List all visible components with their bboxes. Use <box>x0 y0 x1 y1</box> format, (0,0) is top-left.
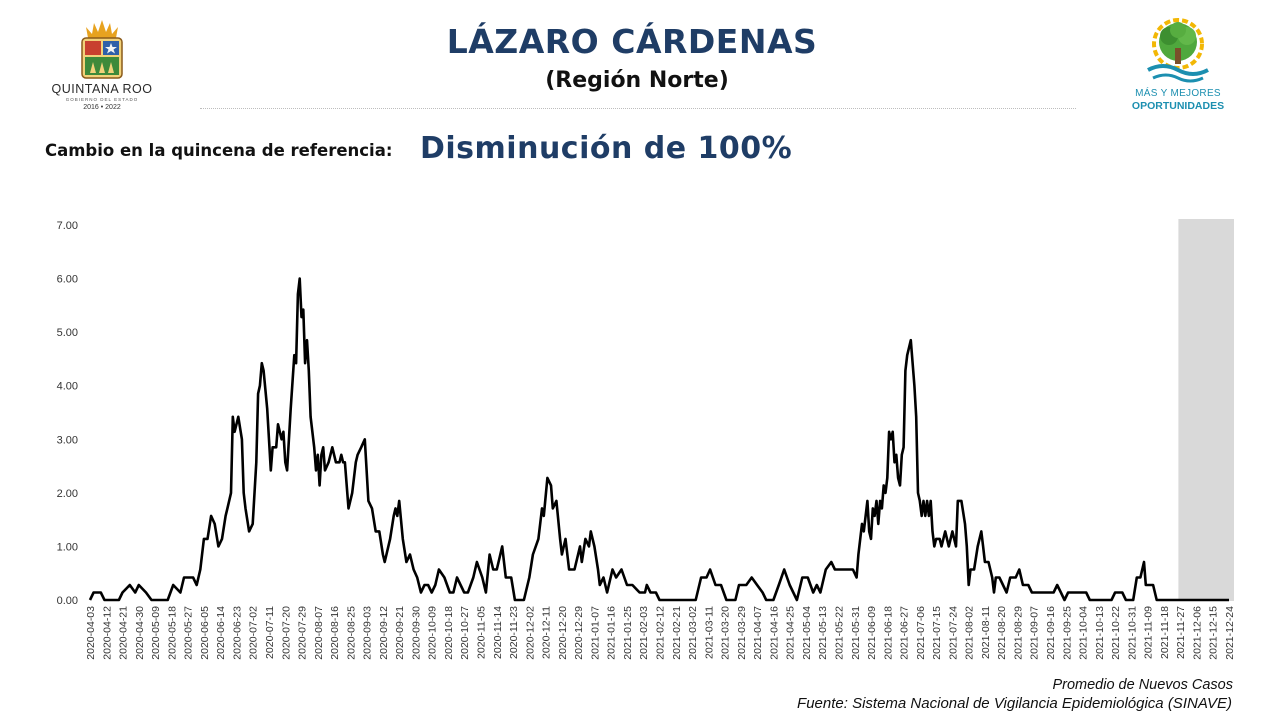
y-tick-label: 7.00 <box>57 220 78 232</box>
x-tick-label: 2020-11-14 <box>492 606 504 659</box>
source-note: Fuente: Sistema Nacional de Vigilancia E… <box>797 695 1232 712</box>
x-tick-label: 2020-12-20 <box>557 606 569 660</box>
x-tick-label: 2020-04-21 <box>118 606 130 660</box>
x-tick-label: 2020-12-11 <box>541 606 553 659</box>
x-tick-label: 2020-06-05 <box>199 606 211 660</box>
x-tick-label: 2021-03-29 <box>736 606 748 660</box>
page-subtitle: (Región Norte) <box>545 68 729 93</box>
change-value: Disminución de 100% <box>420 131 793 166</box>
x-tick-label: 2021-07-24 <box>947 606 959 660</box>
x-tick-label: 2021-11-09 <box>1143 606 1155 659</box>
x-tick-label: 2020-07-11 <box>264 606 276 659</box>
x-tick-label: 2020-05-09 <box>150 606 162 660</box>
tree-logo-icon <box>1147 18 1209 83</box>
x-tick-label: 2021-01-07 <box>589 606 601 660</box>
x-tick-label: 2020-05-27 <box>183 606 195 660</box>
x-tick-label: 2021-06-18 <box>882 606 894 660</box>
x-tick-label: 2021-12-24 <box>1224 606 1236 660</box>
y-tick-label: 6.00 <box>57 274 78 286</box>
x-tick-label: 2020-04-30 <box>134 606 146 660</box>
x-tick-label: 2021-08-02 <box>964 606 976 660</box>
x-tick-label: 2021-05-22 <box>833 606 845 660</box>
y-tick-label: 3.00 <box>57 434 78 446</box>
x-tick-label: 2020-10-18 <box>443 606 455 660</box>
x-tick-label: 2021-03-20 <box>720 606 732 660</box>
y-tick-label: 1.00 <box>57 541 78 553</box>
campaign-logo: MÁS Y MEJORES OPORTUNIDADES <box>1118 18 1238 118</box>
campaign-line-1: MÁS Y MEJORES <box>1135 88 1221 99</box>
x-tick-label: 2021-12-15 <box>1208 606 1220 660</box>
x-tick-label: 2020-09-21 <box>394 606 406 660</box>
x-tick-label: 2020-09-03 <box>362 606 374 660</box>
x-tick-label: 2021-08-29 <box>1012 606 1024 660</box>
x-tick-label: 2021-04-25 <box>785 606 797 660</box>
x-tick-label: 2020-10-27 <box>459 606 471 660</box>
page-title: LÁZARO CÁRDENAS <box>446 22 818 61</box>
x-tick-label: 2020-04-03 <box>85 606 97 660</box>
x-tick-label: 2021-10-13 <box>1094 606 1106 660</box>
x-tick-label: 2021-01-16 <box>606 606 618 660</box>
x-tick-label: 2021-03-02 <box>687 606 699 660</box>
x-tick-label: 2020-10-09 <box>427 606 439 660</box>
header-divider <box>200 108 1076 109</box>
x-tick-label: 2020-07-02 <box>248 606 260 660</box>
cases-line-chart: 0.00 1.00 2.00 3.00 4.00 5.00 6.00 7.00 2020-04… <box>57 219 1236 660</box>
x-tick-label: 2020-07-29 <box>297 606 309 660</box>
x-tick-label: 2021-06-09 <box>866 606 878 660</box>
x-tick-label: 2021-02-12 <box>655 606 667 660</box>
x-tick-label: 2021-05-31 <box>850 606 862 660</box>
x-tick-label: 2021-02-03 <box>638 606 650 660</box>
cases-series-line <box>88 277 1229 602</box>
x-tick-label: 2021-09-07 <box>1029 606 1041 660</box>
x-tick-label: 2021-09-16 <box>1045 606 1057 660</box>
x-tick-label: 2020-06-23 <box>231 606 243 660</box>
y-tick-label: 4.00 <box>57 381 78 393</box>
state-years: 2016 • 2022 <box>83 104 121 111</box>
state-seal-icon <box>81 20 123 79</box>
x-tick-label: 2021-02-21 <box>671 606 683 660</box>
x-tick-label: 2020-06-14 <box>215 606 227 660</box>
x-tick-label: 2020-05-18 <box>166 606 178 660</box>
series-label: Promedio de Nuevos Casos <box>1052 677 1233 693</box>
x-tick-label: 2020-08-25 <box>345 606 357 660</box>
pending-period-shade <box>1178 219 1234 601</box>
change-label: Cambio en la quincena de referencia: <box>45 141 393 160</box>
x-tick-label: 2020-11-05 <box>476 606 488 659</box>
x-tick-label: 2021-08-11 <box>980 606 992 659</box>
y-tick-label: 2.00 <box>57 488 78 500</box>
x-tick-label: 2021-01-25 <box>622 606 634 660</box>
x-tick-label: 2020-07-20 <box>280 606 292 660</box>
x-tick-label: 2021-11-18 <box>1159 606 1171 659</box>
y-tick-label: 5.00 <box>57 327 78 339</box>
x-tick-label: 2021-10-22 <box>1110 606 1122 660</box>
x-tick-label: 2021-07-15 <box>931 606 943 660</box>
x-tick-label: 2021-07-06 <box>915 606 927 660</box>
x-tick-label: 2021-11-27 <box>1175 606 1187 659</box>
x-tick-label: 2021-05-04 <box>801 606 813 660</box>
x-tick-label: 2021-04-07 <box>752 606 764 660</box>
x-tick-label: 2020-08-16 <box>329 606 341 660</box>
state-logo: QUINTANA ROO GOBIERNO DEL ESTADO 2016 • … <box>42 18 162 111</box>
y-tick-label: 0.00 <box>57 595 78 607</box>
x-tick-label: 2021-10-31 <box>1126 606 1138 660</box>
x-tick-label: 2020-08-07 <box>313 606 325 660</box>
x-tick-label: 2021-06-27 <box>899 606 911 660</box>
x-tick-label: 2021-03-11 <box>703 606 715 659</box>
x-tick-label: 2020-12-02 <box>524 606 536 660</box>
x-tick-label: 2021-08-20 <box>996 606 1008 660</box>
x-tick-label: 2021-10-04 <box>1078 606 1090 660</box>
x-tick-label: 2021-05-13 <box>817 606 829 660</box>
x-tick-label: 2021-12-06 <box>1191 606 1203 660</box>
x-tick-label: 2020-11-23 <box>508 606 520 659</box>
x-tick-label: 2021-09-25 <box>1061 606 1073 660</box>
state-subtitle: GOBIERNO DEL ESTADO <box>65 97 139 102</box>
x-tick-label: 2020-09-12 <box>378 606 390 660</box>
state-name: QUINTANA ROO <box>51 82 153 96</box>
x-tick-label: 2020-12-29 <box>573 606 585 660</box>
campaign-line-2: OPORTUNIDADES <box>1131 100 1225 112</box>
x-tick-label: 2021-04-16 <box>768 606 780 660</box>
x-tick-label: 2020-04-12 <box>101 606 113 660</box>
x-tick-label: 2020-09-30 <box>410 606 422 660</box>
